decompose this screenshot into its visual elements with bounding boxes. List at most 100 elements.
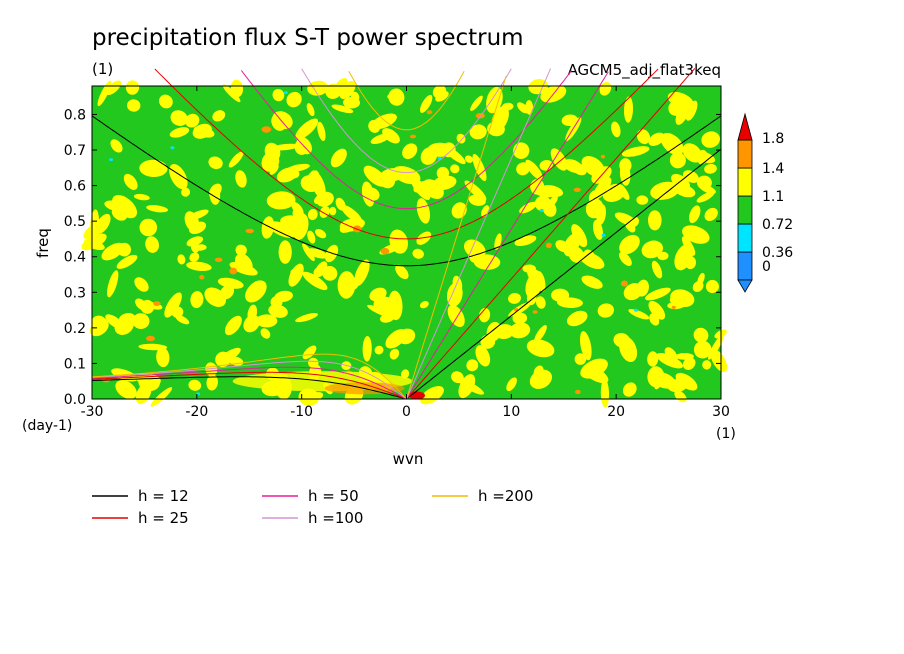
contour-patch (374, 345, 384, 355)
contour-patch (647, 351, 659, 367)
rossby-curve (91, 366, 407, 400)
contour-patch (599, 81, 612, 96)
contour-patch (291, 201, 304, 216)
contour-patch (475, 345, 491, 367)
x-axis-label: wvn (393, 450, 424, 468)
contour-patch (145, 236, 159, 253)
contour-patch (116, 254, 138, 269)
contour-patch (623, 283, 643, 301)
contour-patch (260, 328, 271, 339)
contour-patch (702, 360, 712, 370)
contour-patch (592, 177, 612, 200)
contour-patch (123, 173, 138, 190)
contour-patch (613, 333, 631, 348)
legend-label: h = 50 (308, 487, 359, 505)
contour-patch (181, 187, 191, 197)
contour-patch (600, 154, 606, 159)
contour-patch (307, 230, 316, 244)
gravity-curve (348, 70, 465, 131)
contour-patch (456, 133, 466, 144)
contour-patch (243, 314, 260, 333)
contour-patch (682, 357, 696, 370)
contour-patch (641, 240, 664, 259)
plot-area (81, 68, 728, 408)
rossby-curve (91, 360, 407, 400)
x-tick-label: 30 (712, 404, 730, 420)
contour-patch (330, 148, 347, 168)
contour-patch (650, 181, 680, 200)
contour-patch (331, 104, 354, 114)
contour-patch (272, 88, 285, 102)
colorbar-box (737, 195, 753, 225)
contour-patch (278, 240, 292, 264)
colorbar-label: 1.8 (762, 131, 784, 147)
contour-patch (371, 113, 397, 130)
contour-patch (509, 322, 531, 339)
contour-patch (186, 261, 212, 272)
contour-patch (575, 389, 581, 395)
rossby-curve (91, 353, 407, 400)
contour-patch (600, 378, 610, 408)
contour-patch (219, 285, 235, 300)
contour-patch (118, 313, 136, 326)
contour-patch (693, 150, 716, 164)
contour-patch (139, 218, 158, 237)
contour-patch (125, 80, 140, 95)
colorbar-box (737, 139, 753, 169)
contour-patch (307, 80, 329, 96)
contour-patch (573, 187, 581, 192)
contour-patch (621, 280, 628, 287)
contour-patch (307, 208, 318, 221)
contour-patch (389, 348, 400, 360)
contour-patch (170, 146, 175, 150)
contour-patch (648, 300, 666, 320)
y-tick-label: 0.5 (64, 214, 86, 230)
colorbar-label: 1.1 (762, 189, 784, 205)
contour-patch (651, 260, 663, 279)
contour-patch (295, 118, 319, 140)
contour-patch (206, 374, 218, 391)
contour-patch (261, 126, 272, 133)
contour-patch (134, 277, 149, 292)
contour-patch (539, 159, 553, 171)
contour-patch (580, 358, 608, 379)
contour-patch (601, 233, 606, 237)
contour-patch (656, 352, 684, 369)
contour-patch (110, 139, 123, 153)
contour-patch (115, 380, 137, 399)
contour-patch (618, 252, 632, 266)
contour-patch (146, 205, 169, 213)
contour-patch (133, 193, 150, 201)
contour-patch (292, 213, 309, 240)
contour-patch (335, 197, 346, 211)
legend-label: h = 12 (138, 487, 189, 505)
contour-patch (132, 313, 150, 329)
contour-patch (550, 148, 568, 171)
contour-patch (486, 86, 503, 114)
contour-patch (140, 299, 155, 314)
contour-patch (540, 185, 564, 197)
contour-patch (401, 369, 410, 379)
contour-patch (416, 198, 431, 224)
contour-patch (177, 254, 186, 265)
contour-patch (302, 345, 317, 360)
contour-patch (547, 195, 558, 208)
contour-patch (298, 388, 320, 406)
contour-patch (276, 167, 298, 183)
contour-patch (674, 184, 696, 198)
experiment-label: AGCM5_adj_flat3keq (568, 61, 721, 80)
contour-patch (675, 102, 690, 125)
contour-patch (491, 106, 509, 132)
contour-patch (450, 164, 460, 174)
y-tick-label: 0.0 (64, 392, 86, 408)
contour-patch (175, 314, 190, 325)
contour-patch (539, 208, 544, 212)
contour-patch (112, 195, 138, 219)
contour-patch (581, 275, 603, 289)
contour-patch (302, 271, 328, 291)
y-tick-label: 0.6 (64, 179, 86, 195)
contour-patch (224, 315, 242, 336)
contour-patch (217, 347, 241, 364)
contour-patch (156, 347, 170, 368)
contour-patch (235, 244, 247, 256)
